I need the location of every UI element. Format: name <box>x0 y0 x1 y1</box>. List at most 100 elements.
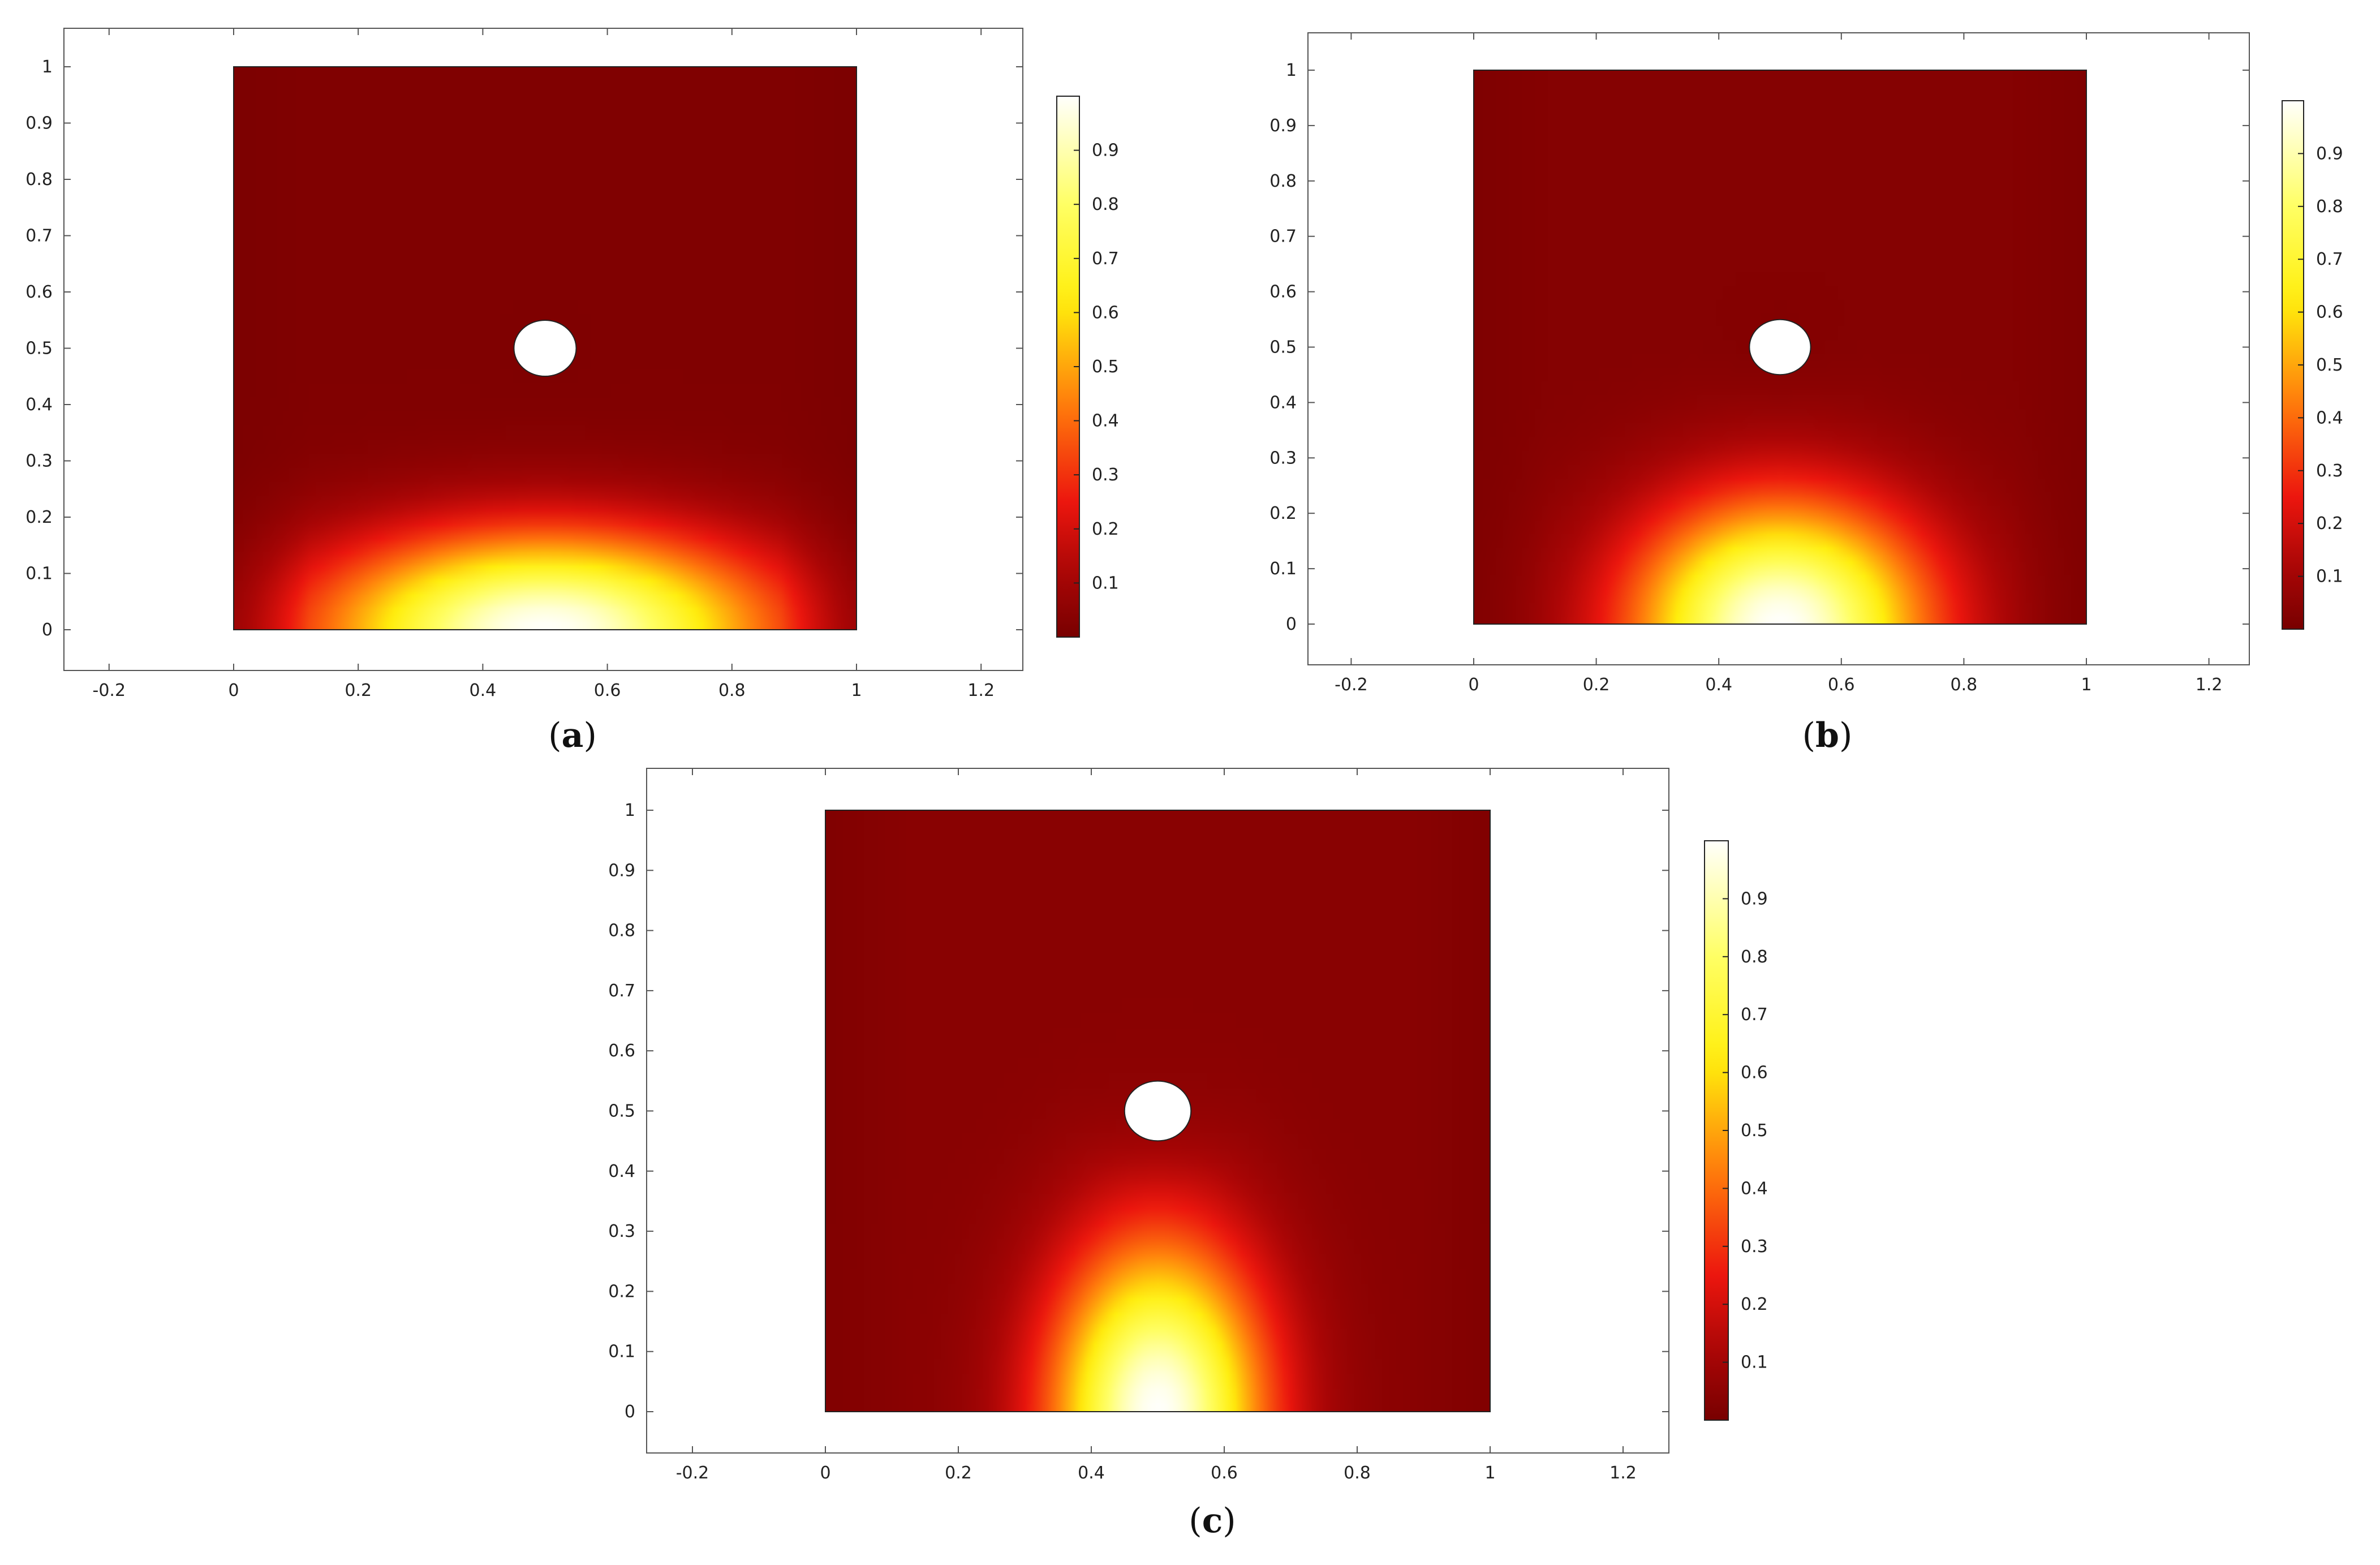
panel-a: -0.2 0 0.2 0.4 0.6 0.8 1 1.2 0 0.1 0.2 0.3 0.4 0.5 0.6… <box>25 28 1119 755</box>
y-tick-label: 0.8 <box>1269 171 1297 191</box>
x-tick-label: 0.4 <box>1078 1463 1105 1483</box>
y-tick-label: 0.7 <box>25 226 53 246</box>
panel-c: -0.2 0 0.2 0.4 0.6 0.8 1 1.2 0 0.1 0.2 0.3 0.4 0.5 0.6… <box>608 768 1768 1541</box>
y-tick-label: 0 <box>625 1402 635 1422</box>
colorbar-tick-label: 0.9 <box>1741 889 1768 909</box>
colorbar-tick-label: 0.5 <box>1741 1121 1768 1141</box>
x-tick-label: 1 <box>1484 1463 1495 1483</box>
colorbar-tick-label: 0.3 <box>1741 1237 1768 1257</box>
y-tick-label: 0.2 <box>1269 504 1297 523</box>
colorbar-tick-label: 0.8 <box>1092 195 1119 214</box>
y-tick-label: 0.4 <box>25 395 53 415</box>
x-tick-label: -0.2 <box>93 681 126 700</box>
y-tick-label: 0.6 <box>25 282 53 302</box>
y-tick-label: 0.3 <box>608 1222 635 1241</box>
colorbar-tick-label: 0.3 <box>1092 465 1119 485</box>
circular-hole <box>513 319 577 377</box>
y-tick-label: 0.6 <box>608 1041 635 1061</box>
y-tick-label: 0.6 <box>1269 282 1297 302</box>
colorbar-tick-label: 0.9 <box>2316 144 2343 164</box>
y-tick-label: 1 <box>42 57 53 77</box>
y-tick-label: 0.9 <box>608 861 635 880</box>
x-tick-label: 1.2 <box>967 681 995 700</box>
x-tick-label: -0.2 <box>1335 675 1368 695</box>
panel-caption: (a) <box>548 716 597 755</box>
x-tick-label: 0 <box>1468 675 1479 695</box>
y-tick-label: 0.4 <box>1269 393 1297 412</box>
y-tick-label: 0.9 <box>1269 116 1297 136</box>
x-tick-label: 0.8 <box>1951 675 1978 695</box>
x-tick-label: 0.6 <box>1828 675 1855 695</box>
y-tick-label: 0.8 <box>608 921 635 941</box>
panel-caption-letter: c <box>1202 1501 1223 1541</box>
colorbar-tick-label: 0.8 <box>2316 197 2343 217</box>
y-tick-label: 1 <box>1286 61 1297 80</box>
x-tick-label: 0.2 <box>1583 675 1610 695</box>
colorbar-tick-label: 0.5 <box>1092 357 1119 377</box>
panel-caption: (c) <box>1189 1501 1236 1541</box>
colorbar-tick-label: 0.6 <box>2316 303 2343 323</box>
x-tick-label: 0.4 <box>470 681 497 700</box>
y-tick-label: 0.5 <box>25 339 53 359</box>
colorbar-tick-label: 0.4 <box>2316 408 2343 428</box>
y-tick-label: 0.5 <box>608 1102 635 1121</box>
colorbar-tick-label: 0.9 <box>1092 141 1119 161</box>
x-tick-label: 0.6 <box>1211 1463 1238 1483</box>
circular-hole <box>1124 1080 1192 1142</box>
domain-outline <box>825 810 1491 1412</box>
y-tick-label: 1 <box>625 801 635 820</box>
y-tick-label: 0.8 <box>25 170 53 190</box>
y-tick-label: 0.7 <box>1269 227 1297 247</box>
colorbar-tick-label: 0.1 <box>1741 1353 1768 1373</box>
colorbar-tick-label: 0.6 <box>1092 303 1119 323</box>
x-tick-label: 1 <box>2081 675 2091 695</box>
circular-hole <box>1749 319 1811 376</box>
colorbar-tick-label: 0.7 <box>1741 1005 1768 1025</box>
y-tick-label: 0.1 <box>608 1342 635 1362</box>
x-tick-label: 1.2 <box>2196 675 2223 695</box>
x-tick-label: 1 <box>851 681 862 700</box>
x-tick-label: 0 <box>228 681 239 700</box>
colorbar-tick-label: 0.7 <box>1092 249 1119 269</box>
panel-caption: (b) <box>1802 716 1853 755</box>
y-tick-label: 0.2 <box>25 508 53 527</box>
y-tick-label: 0.4 <box>608 1162 635 1181</box>
x-tick-label: -0.2 <box>676 1463 709 1483</box>
colorbar-tick-label: 0.7 <box>2316 250 2343 269</box>
colorbar-tick-label: 0.6 <box>1741 1063 1768 1083</box>
panel-b: -0.2 0 0.2 0.4 0.6 0.8 1 1.2 0 0.1 0.2 0.3 0.4 0.5 0.6… <box>1269 32 2343 755</box>
x-tick-label: 0.8 <box>1344 1463 1371 1483</box>
x-tick-label: 0.2 <box>345 681 372 700</box>
panel-caption-letter: b <box>1815 716 1839 755</box>
colorbar-tick-label: 0.2 <box>2316 514 2343 534</box>
x-tick-label: 1.2 <box>1609 1463 1637 1483</box>
colorbar-tick-label: 0.4 <box>1092 411 1119 431</box>
colorbar-tick-label: 0.8 <box>1741 947 1768 967</box>
colorbar-tick-label: 0.3 <box>2316 461 2343 481</box>
colorbar-tick-label: 0.2 <box>1092 519 1119 539</box>
y-tick-label: 0.9 <box>25 114 53 134</box>
x-tick-label: 0.2 <box>945 1463 972 1483</box>
y-tick-label: 0.3 <box>25 452 53 471</box>
y-tick-label: 0.5 <box>1269 338 1297 358</box>
y-tick-label: 0 <box>1286 614 1297 634</box>
colorbar-tick-label: 0.2 <box>1741 1295 1768 1314</box>
y-tick-label: 0.2 <box>608 1282 635 1301</box>
colorbar-tick-label: 0.4 <box>1741 1179 1768 1198</box>
x-tick-label: 0.6 <box>594 681 621 700</box>
colorbar-tick-label: 0.1 <box>2316 567 2343 587</box>
y-tick-label: 0.1 <box>25 564 53 584</box>
colorbar-tick-label: 0.1 <box>1092 573 1119 593</box>
x-tick-label: 0.8 <box>718 681 746 700</box>
x-tick-label: 0.4 <box>1705 675 1732 695</box>
colorbar-tick-label: 0.5 <box>2316 355 2343 375</box>
panel-caption-letter: a <box>562 716 584 755</box>
x-tick-label: 0 <box>820 1463 830 1483</box>
domain-outline <box>1473 70 2087 625</box>
y-tick-label: 0 <box>42 620 53 640</box>
y-tick-label: 0.1 <box>1269 559 1297 579</box>
y-tick-label: 0.7 <box>608 981 635 1001</box>
domain-outline <box>233 66 857 630</box>
y-tick-label: 0.3 <box>1269 448 1297 468</box>
